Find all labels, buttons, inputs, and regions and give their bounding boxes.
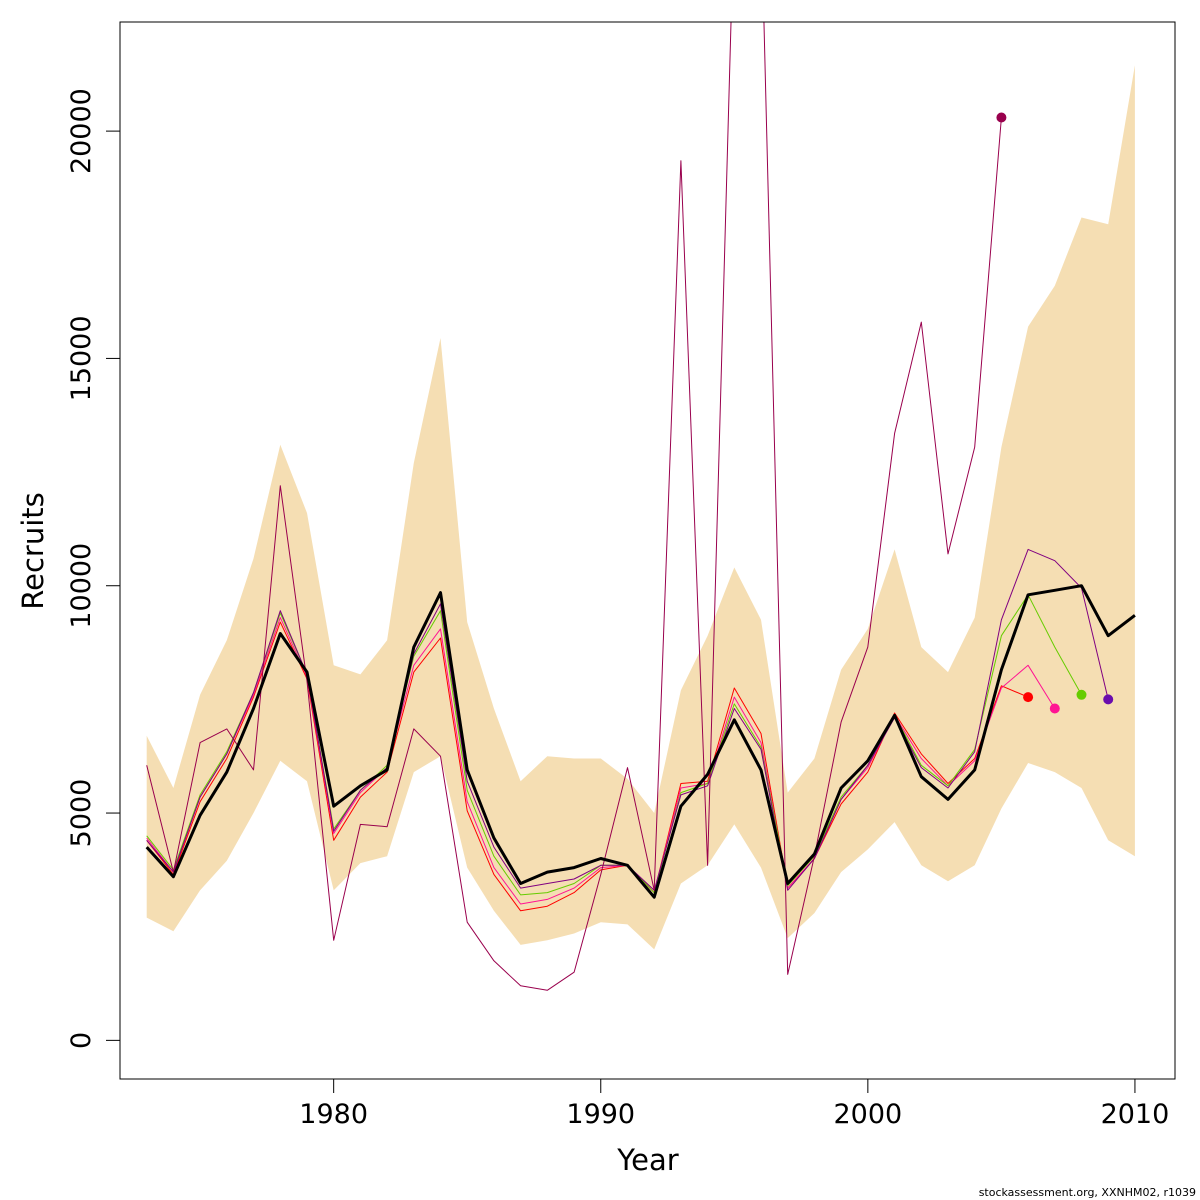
- endpoint-marker-1: [996, 112, 1007, 123]
- y-axis-title: Recruits: [16, 492, 50, 609]
- series-line-6: [146, 22, 1002, 991]
- endpoint-marker-4: [1076, 689, 1087, 700]
- endpoint-marker-5: [1103, 694, 1114, 705]
- y-axis: 0 5000 10000 15000 20000: [66, 88, 121, 1049]
- y-tick-label-15000: 15000: [66, 315, 97, 401]
- endpoint-markers: [996, 112, 1114, 714]
- x-tick-label-1980: 1980: [299, 1099, 368, 1130]
- y-tick-label-10000: 10000: [66, 543, 97, 629]
- x-axis-title: Year: [616, 1143, 678, 1177]
- y-tick-label-0: 0: [66, 1032, 97, 1049]
- series-layer: [145, 22, 1136, 991]
- footer-credit: stockassessment.org, XXNHM02, r1039: [979, 1186, 1196, 1199]
- x-axis: 1980 1990 2000 2010: [299, 1078, 1170, 1130]
- confidence-band-layer: [146, 65, 1135, 950]
- x-tick-label-2010: 2010: [1101, 1099, 1170, 1130]
- y-tick-label-20000: 20000: [66, 88, 97, 174]
- x-tick-label-1990: 1990: [566, 1099, 635, 1130]
- x-tick-label-2000: 2000: [833, 1099, 902, 1130]
- endpoint-marker-2: [1023, 692, 1034, 703]
- series-line-1: [145, 584, 1136, 899]
- y-tick-label-5000: 5000: [66, 779, 97, 848]
- endpoint-marker-3: [1049, 703, 1060, 714]
- confidence-band: [146, 65, 1135, 950]
